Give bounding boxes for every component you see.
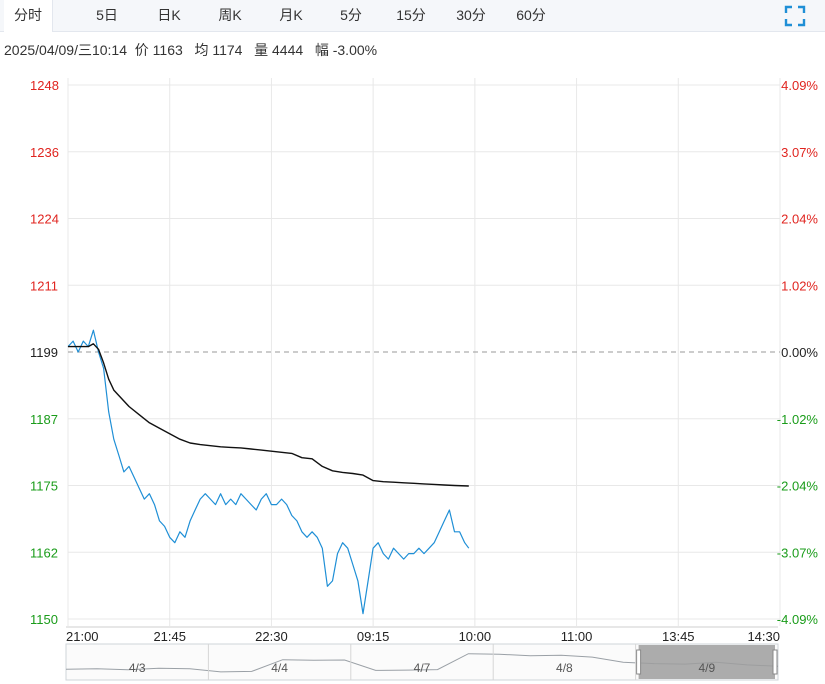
navigator-selection <box>638 645 775 679</box>
tab-9[interactable]: 60分 <box>516 7 546 23</box>
y-tick-right: 1.02% <box>781 278 818 293</box>
info-price-label: 价 <box>134 42 149 58</box>
info-vol: 4444 <box>272 42 304 58</box>
info-chg: -3.00% <box>332 42 378 58</box>
info-datetime: 2025/04/09/三10:14 <box>4 42 127 58</box>
x-tick-label: 09:15 <box>357 629 390 644</box>
navigator-handle-left <box>636 649 642 675</box>
y-tick-left: 1162 <box>30 545 58 560</box>
y-tick-left: 1199 <box>30 345 58 360</box>
tab-4[interactable]: 周K <box>218 7 242 23</box>
fullscreen-icon[interactable] <box>783 4 807 28</box>
y-tick-left: 1187 <box>30 412 58 427</box>
tab-3[interactable]: 日K <box>157 7 181 23</box>
navigator-day-label: 4/4 <box>271 661 288 675</box>
average-price-line <box>68 343 469 487</box>
y-tick-right: 2.04% <box>781 212 818 227</box>
x-tick-label: 21:45 <box>153 629 186 644</box>
x-tick-label: 21:00 <box>66 629 99 644</box>
info-chg-label: 幅 <box>314 42 329 58</box>
price-line <box>67 329 470 615</box>
y-tick-right: -3.07% <box>777 545 819 560</box>
y-tick-left: 1236 <box>30 145 59 160</box>
y-tick-left: 1211 <box>30 278 58 293</box>
y-tick-right: -1.02% <box>777 412 819 427</box>
tab-1[interactable]: 分时 <box>4 0 53 32</box>
x-tick-label: 14:30 <box>747 629 780 644</box>
tab-6[interactable]: 5分 <box>340 7 362 23</box>
info-avg: 1174 <box>212 42 243 58</box>
y-tick-left: 1224 <box>30 212 59 227</box>
navigator-day-label: 4/3 <box>129 661 146 675</box>
y-tick-right: 3.07% <box>781 145 818 160</box>
x-tick-label: 22:30 <box>255 629 288 644</box>
x-tick-label: 11:00 <box>561 629 593 644</box>
info-vol-label: 量 <box>254 42 269 58</box>
y-tick-right: 4.09% <box>781 78 818 93</box>
x-tick-label: 13:45 <box>662 629 695 644</box>
y-tick-left: 1150 <box>30 612 58 627</box>
quote-info-bar: 2025/04/09/三10:14 价 1163 均 1174 量 4444 幅… <box>4 40 377 60</box>
y-tick-left: 1175 <box>30 479 58 494</box>
y-tick-right: -4.09% <box>777 612 819 627</box>
navigator-day-label: 4/9 <box>698 661 715 675</box>
period-tab-bar: 分时 5日 日K 周K 月K 5分 15分 30分 60分 <box>0 0 825 32</box>
y-tick-left: 1248 <box>30 78 59 93</box>
y-tick-right: -2.04% <box>777 479 819 494</box>
navigator-handle-right <box>772 649 778 675</box>
tab-2[interactable]: 5日 <box>96 7 118 23</box>
navigator-day-label: 4/7 <box>414 661 431 675</box>
navigator-day-label: 4/8 <box>556 661 573 675</box>
info-avg-label: 均 <box>194 42 209 58</box>
y-tick-right: 0.00% <box>781 345 818 360</box>
info-price: 1163 <box>152 42 183 58</box>
tab-7[interactable]: 15分 <box>396 7 426 23</box>
tab-5[interactable]: 月K <box>279 7 303 23</box>
tab-8[interactable]: 30分 <box>456 7 486 23</box>
x-tick-label: 10:00 <box>459 629 492 644</box>
